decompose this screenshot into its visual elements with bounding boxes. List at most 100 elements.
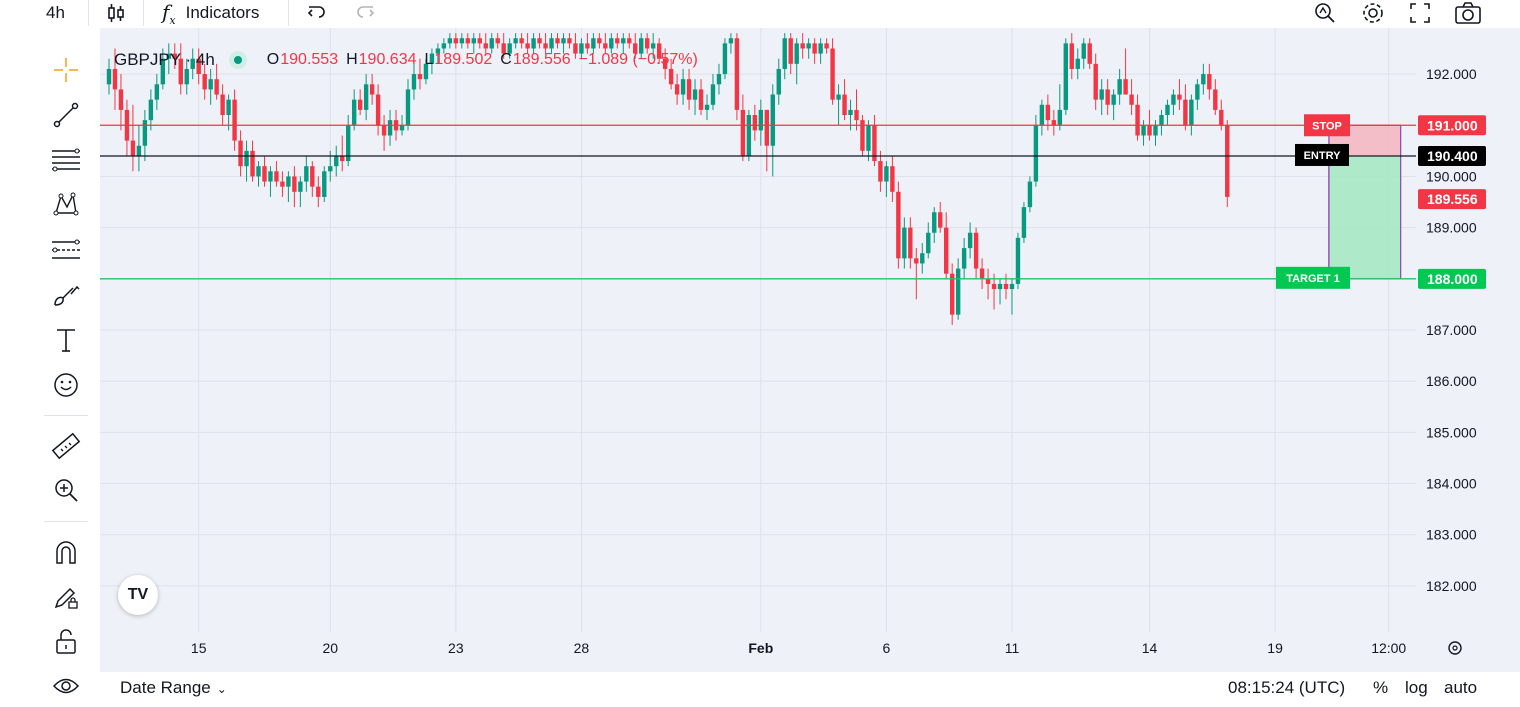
date-range-label: Date Range <box>120 678 211 697</box>
candle-body <box>1159 115 1164 126</box>
interval-button[interactable]: 4h <box>46 3 65 22</box>
candle <box>710 74 716 110</box>
xabcd-pattern-icon[interactable] <box>44 185 88 225</box>
candle <box>1141 120 1146 146</box>
candle-body <box>615 38 620 44</box>
candle <box>369 74 375 105</box>
stop-tag[interactable]: STOP <box>1304 114 1350 137</box>
bottom-toolbar: Date Range ⌄ 08:15:24 (UTC) % log auto <box>100 672 1520 707</box>
candle-body <box>812 43 817 54</box>
candle-body <box>788 38 793 64</box>
indicators-button[interactable]: fx Indicators <box>162 0 259 27</box>
text-icon[interactable] <box>44 320 88 360</box>
candle <box>866 120 871 162</box>
candle <box>944 212 949 279</box>
symbol-title[interactable]: GBPJPY · 4h <box>114 50 215 69</box>
time-tick-label: 23 <box>448 640 464 656</box>
candle-body <box>650 43 656 49</box>
candle <box>812 38 817 64</box>
long-position-icon[interactable] <box>44 230 88 270</box>
percent-scale-toggle[interactable]: % <box>1373 678 1389 697</box>
redo-icon[interactable] <box>354 0 376 26</box>
candle <box>567 33 572 49</box>
candle-body <box>244 150 249 167</box>
market-status-dot <box>228 51 247 69</box>
eye-icon[interactable] <box>44 666 88 706</box>
candle <box>298 176 303 208</box>
candle <box>417 58 423 90</box>
candle <box>423 58 429 85</box>
candle-body <box>363 84 369 110</box>
brush-icon[interactable] <box>44 275 88 315</box>
candle-body <box>794 43 799 64</box>
candle-body <box>118 89 124 110</box>
candle <box>961 237 967 279</box>
close-label: C <box>500 51 512 68</box>
candle-body <box>938 212 943 228</box>
candle <box>351 89 357 131</box>
log-scale-toggle[interactable]: log <box>1405 678 1428 697</box>
entry-tag[interactable]: ENTRY <box>1295 143 1349 166</box>
undo-icon[interactable] <box>306 0 328 26</box>
target-zone[interactable] <box>1328 155 1401 279</box>
fib-retracement-icon[interactable] <box>44 140 88 180</box>
zoom-in-icon[interactable] <box>44 470 88 510</box>
candle <box>1213 79 1218 116</box>
auto-scale-toggle[interactable]: auto <box>1444 678 1478 697</box>
candle <box>776 58 781 105</box>
candle-body <box>674 84 680 95</box>
price-tick-label: 192.000 <box>1426 66 1477 82</box>
candle-body <box>860 120 865 151</box>
candle-body <box>782 38 787 69</box>
trend-line-icon[interactable] <box>44 95 88 135</box>
candle <box>214 63 219 100</box>
entry-price-tag: 190.400 <box>1418 145 1486 166</box>
lock-drawing-icon[interactable] <box>44 577 88 617</box>
entry-tag-text: ENTRY <box>1304 150 1342 162</box>
candle <box>615 33 620 49</box>
ruler-icon[interactable] <box>44 426 88 466</box>
candle <box>387 109 393 146</box>
candle-body <box>423 63 429 80</box>
price-tick-label: 189.000 <box>1426 220 1477 236</box>
candle-body <box>645 38 650 49</box>
candle <box>650 33 656 59</box>
candle <box>585 33 590 54</box>
replay-icon[interactable] <box>1313 0 1337 26</box>
tradingview-logo[interactable]: TV <box>118 575 158 615</box>
utc-clock[interactable]: 08:15:24 (UTC) <box>1228 678 1346 697</box>
magnet-icon[interactable] <box>44 533 88 573</box>
candle <box>788 33 793 75</box>
candle-body <box>519 38 524 44</box>
candle-body <box>214 79 219 95</box>
price-tick-label: 185.000 <box>1426 424 1477 440</box>
candle-body <box>908 227 913 259</box>
entry-price-tag-background <box>1418 145 1486 166</box>
crosshair-icon[interactable] <box>44 50 88 90</box>
emoji-icon[interactable] <box>44 365 88 405</box>
target-tag[interactable]: TARGET 1 <box>1276 266 1350 289</box>
candle-body <box>477 38 482 44</box>
lock-icon[interactable] <box>44 622 88 662</box>
candle <box>579 38 584 59</box>
camera-icon[interactable] <box>1454 0 1482 26</box>
time-tick-label: 19 <box>1267 640 1283 656</box>
candle-body <box>322 171 327 197</box>
candles-icon[interactable] <box>105 0 127 26</box>
candle <box>340 135 345 172</box>
candle <box>196 48 201 85</box>
candle <box>1051 109 1057 136</box>
fullscreen-icon[interactable] <box>1408 0 1432 26</box>
candle <box>639 33 644 59</box>
candle <box>363 74 369 121</box>
candle-body <box>680 79 686 95</box>
date-range-button[interactable]: Date Range ⌄ <box>120 678 227 698</box>
candle <box>304 155 309 192</box>
settings-icon[interactable] <box>1360 0 1386 26</box>
candle-body <box>1009 283 1015 290</box>
candle-body <box>1129 94 1134 105</box>
candle-body <box>465 38 470 44</box>
low-label: L <box>424 51 434 68</box>
scale-settings-icon[interactable] <box>1448 641 1462 655</box>
